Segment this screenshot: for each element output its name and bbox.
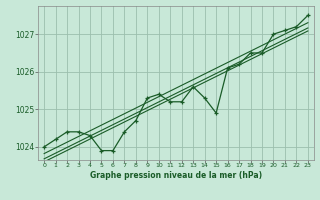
X-axis label: Graphe pression niveau de la mer (hPa): Graphe pression niveau de la mer (hPa) xyxy=(90,171,262,180)
